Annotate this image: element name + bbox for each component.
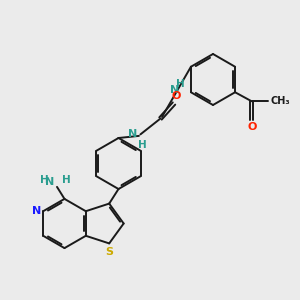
- Text: O: O: [172, 91, 181, 101]
- Text: N: N: [32, 206, 41, 216]
- Text: CH₃: CH₃: [271, 96, 290, 106]
- Text: N: N: [45, 177, 54, 187]
- Text: H: H: [62, 175, 71, 185]
- Text: H: H: [40, 175, 49, 185]
- Text: H: H: [138, 140, 147, 150]
- Text: N: N: [169, 85, 179, 94]
- Text: H: H: [176, 79, 185, 89]
- Text: N: N: [128, 129, 137, 140]
- Text: O: O: [248, 122, 257, 132]
- Text: S: S: [105, 247, 113, 257]
